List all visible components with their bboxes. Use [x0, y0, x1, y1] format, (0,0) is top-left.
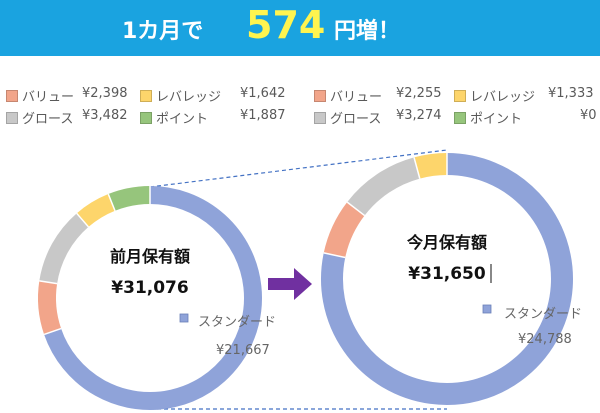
legend-value: ¥2,255: [396, 86, 442, 101]
slice-separator: [413, 157, 421, 179]
donut-slice-standard: [321, 153, 573, 405]
arrow-right-icon: [268, 268, 312, 300]
legend-label: バリュー: [330, 90, 383, 105]
slice-separator: [107, 193, 116, 212]
donut-slice-leverage: [76, 194, 116, 228]
slice-separator: [323, 252, 346, 259]
callout-marker: [482, 304, 492, 314]
callout-value: ¥24,788: [518, 332, 572, 347]
donut-slice-value: [38, 280, 62, 335]
legend-label: グロース: [22, 112, 74, 127]
legend-label: バリュー: [22, 90, 75, 105]
donut-slice-point: [108, 186, 151, 211]
legend-value: ¥1,333: [548, 86, 594, 101]
legend-value: ¥2,398: [82, 86, 128, 101]
donut-slice-leverage: [414, 153, 448, 179]
slice-separator: [76, 212, 90, 228]
donut-current-month: [321, 153, 573, 405]
legend-value: ¥3,482: [82, 108, 128, 123]
donut-previous-month: [38, 186, 262, 410]
donut-slice-growth: [39, 213, 89, 284]
legend-label: グロース: [330, 112, 382, 127]
legend-value: ¥3,274: [396, 108, 442, 123]
legend-swatch-point: [454, 112, 466, 124]
legend-label: ポイント: [470, 112, 523, 127]
legend-label: ポイント: [156, 112, 209, 127]
legend-value: ¥1,642: [240, 86, 286, 101]
legend-swatch-value: [314, 90, 326, 102]
callout-marker: [179, 313, 189, 323]
legend-left: バリュー ¥2,398 レバレッジ ¥1,642 グロース ¥3,482 ポイン…: [6, 86, 296, 130]
legend-swatch-leverage: [454, 90, 466, 102]
current-month-title: 今月保有額: [406, 233, 487, 252]
donut-slice-growth: [347, 157, 421, 216]
legend-swatch-point: [140, 112, 152, 124]
legend-swatch-leverage: [140, 90, 152, 102]
legend-right: バリュー ¥2,255 レバレッジ ¥1,333 グロース ¥3,274 ポイン…: [314, 86, 597, 130]
banner-suffix: 円増！: [334, 19, 401, 44]
slice-separator: [346, 201, 366, 217]
legend-label: レバレッジ: [470, 90, 536, 105]
slice-separator: [39, 280, 58, 285]
donut-slice-value: [323, 202, 365, 258]
header-banner: 1カ月で 574 円増！: [0, 0, 600, 56]
previous-month-title: 前月保有額: [110, 247, 190, 266]
callout-value: ¥21,667: [216, 343, 270, 358]
donut-slice-standard: [44, 186, 262, 410]
current-month-total: ¥31,650: [408, 264, 486, 284]
legend-swatch-growth: [6, 112, 18, 124]
connector-line-top: [149, 149, 448, 188]
legend-value: ¥1,887: [240, 108, 286, 123]
banner-amount: 574: [246, 3, 326, 47]
legend-swatch-value: [6, 90, 18, 102]
slice-separator: [43, 327, 62, 336]
callout-label: スタンダード: [504, 307, 582, 322]
legend-swatch-growth: [314, 112, 326, 124]
legend-value: ¥0: [580, 108, 597, 123]
banner-prefix: 1カ月で: [122, 19, 204, 44]
legend-label: レバレッジ: [156, 90, 222, 105]
previous-month-total: ¥31,076: [111, 278, 188, 298]
callout-label: スタンダード: [198, 315, 276, 330]
